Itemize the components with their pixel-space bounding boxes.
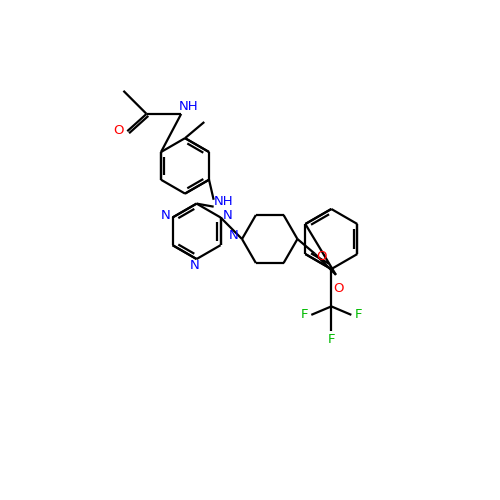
Text: F: F xyxy=(328,334,335,346)
Text: N: N xyxy=(222,209,232,222)
Text: O: O xyxy=(316,250,327,263)
Text: O: O xyxy=(333,282,344,295)
Text: N: N xyxy=(228,230,238,242)
Text: NH: NH xyxy=(178,100,198,114)
Text: F: F xyxy=(300,308,308,322)
Text: N: N xyxy=(190,260,200,272)
Text: F: F xyxy=(354,308,362,322)
Text: O: O xyxy=(114,124,124,137)
Text: NH: NH xyxy=(214,195,233,208)
Text: N: N xyxy=(161,209,170,222)
